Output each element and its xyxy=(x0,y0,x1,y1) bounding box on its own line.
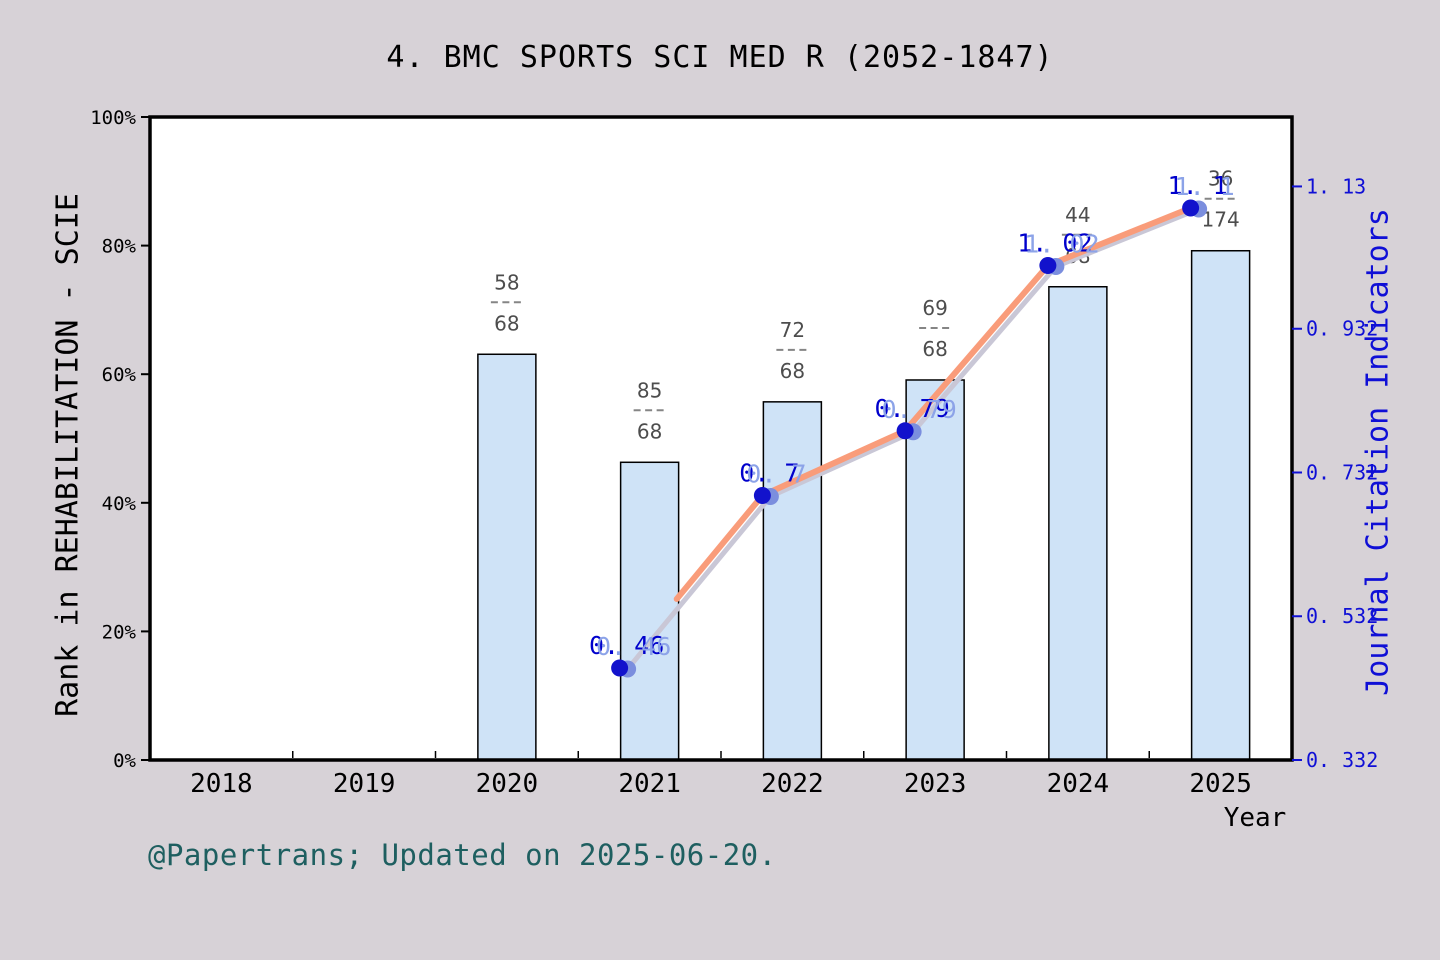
right-tick-label: 0. 932 xyxy=(1306,317,1378,341)
jci-value-label-light-2024: 1. 02 xyxy=(1024,229,1099,258)
bar-label-numerator-2023: 69 xyxy=(922,296,947,320)
x-tick-label-2025: 2025 xyxy=(1189,769,1252,799)
chart-title: 4. BMC SPORTS SCI MED R (2052-1847) xyxy=(386,40,1054,75)
bar-2020 xyxy=(477,353,537,761)
jci-value-label-dark-2023: 0. 79 xyxy=(874,394,949,423)
bar-label-numerator-2021: 85 xyxy=(637,378,662,402)
bar-2024 xyxy=(1048,286,1108,761)
jci-value-label-dark-2021: 0. 46 xyxy=(589,631,664,660)
plot-background xyxy=(150,117,1292,760)
plot-spines xyxy=(148,115,1294,762)
bar-2025 xyxy=(1190,249,1251,761)
bar-label-denominator-2020: 68 xyxy=(494,311,519,335)
x-tick-label-2024: 2024 xyxy=(1047,769,1110,799)
left-tick-label: 40% xyxy=(102,493,137,515)
jci-point-2025 xyxy=(1182,199,1200,217)
x-tick-label-2018: 2018 xyxy=(190,769,253,799)
jci-point-2023 xyxy=(896,422,914,440)
jci-value-label-light-2021: 0. 46 xyxy=(596,632,671,661)
jci-value-label-light-2022: 0. 7 xyxy=(746,459,806,488)
left-tick-label: 100% xyxy=(90,107,136,129)
bar-2023 xyxy=(905,379,965,761)
bar-2021 xyxy=(619,461,680,761)
left-tick-label: 20% xyxy=(102,621,137,643)
right-tick-label: 1. 13 xyxy=(1306,174,1366,198)
x-tick-label-2019: 2019 xyxy=(333,769,396,799)
jci-point-2024 xyxy=(1039,256,1057,274)
jci-point-2021 xyxy=(611,659,629,677)
x-tick-label-2020: 2020 xyxy=(476,769,539,799)
x-tick-label-2021: 2021 xyxy=(618,769,681,799)
bar-2022 xyxy=(762,401,823,761)
bar-label-numerator-2025: 36 xyxy=(1208,167,1233,191)
bar-label-numerator-2022: 72 xyxy=(780,318,805,342)
right-tick-label: 0. 732 xyxy=(1306,460,1378,484)
watermark-footer: @Papertrans; Updated on 2025-06-20. xyxy=(148,838,777,872)
x-tick-label-2023: 2023 xyxy=(904,769,967,799)
bar-label-numerator-2024: 44 xyxy=(1065,203,1090,227)
bar-label-denominator-2023: 68 xyxy=(922,337,947,361)
x-axis-title: Year xyxy=(1223,803,1287,833)
jci-value-label-dark-2024: 1. 02 xyxy=(1017,228,1092,257)
jci-point-2022 xyxy=(753,486,771,504)
x-tick-label-2022: 2022 xyxy=(761,769,824,799)
bar-label-numerator-2020: 58 xyxy=(494,270,519,294)
jci-value-label-light-2023: 0. 79 xyxy=(881,395,956,424)
left-tick-label: 0% xyxy=(113,750,136,772)
right-tick-label: 0. 532 xyxy=(1306,604,1378,628)
left-tick-label: 60% xyxy=(102,364,137,386)
bar-label-denominator-2025: 174 xyxy=(1202,208,1240,232)
right-tick-label: 0. 332 xyxy=(1306,748,1378,772)
jci-value-label-dark-2025: 1. 1 xyxy=(1168,171,1228,200)
bar-label-denominator-2021: 68 xyxy=(637,419,662,443)
left-tick-label: 80% xyxy=(102,236,137,258)
jci-value-label-dark-2022: 0. 7 xyxy=(739,458,799,487)
jci-value-label-light-2025: 1. 1 xyxy=(1175,172,1235,201)
bar-label-denominator-2022: 68 xyxy=(780,359,805,383)
